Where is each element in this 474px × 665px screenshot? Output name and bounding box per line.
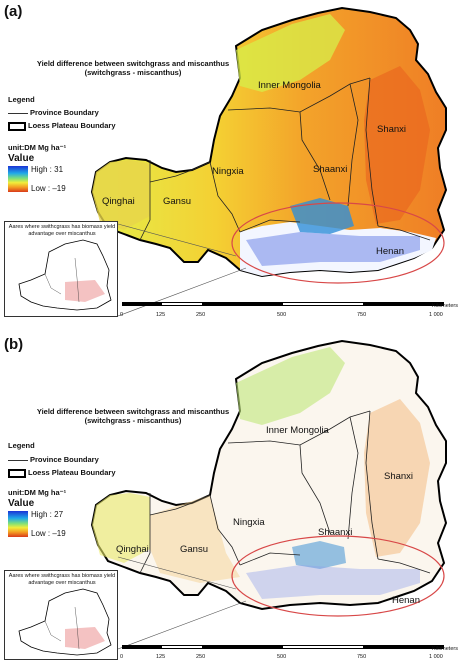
scale-tick-label: 0	[120, 654, 124, 660]
shanxi-region	[364, 66, 430, 224]
legend-loess-label: Loess Plateau Boundary	[28, 468, 116, 477]
unit-label: unit:DM Mg ha⁻¹	[8, 143, 67, 152]
label-gansu: Gansu	[163, 196, 191, 207]
scale-tick-label: 750	[357, 654, 367, 660]
yield-map	[90, 6, 448, 317]
panel-a: (a)	[0, 0, 474, 332]
scale-tick-label: 750	[357, 312, 367, 318]
inset-map: Aares where swithcgrass has biomass yiel…	[4, 221, 118, 317]
map-title-line2: (switchgrass - miscanthus)	[84, 416, 182, 425]
label-qinghai: Qinghai	[102, 196, 135, 207]
high-label: High : 27	[31, 510, 64, 519]
label-ningxia: Ningxia	[212, 166, 244, 177]
high-yield-speckle	[246, 232, 420, 266]
scale-tick-label: 125	[156, 654, 166, 660]
label-shanxi: Shanxi	[384, 471, 414, 482]
high-yield-core	[290, 198, 354, 234]
inset-outline	[18, 239, 112, 311]
scale-tick-label: 1 000	[429, 312, 443, 318]
west-region	[92, 493, 150, 563]
panel-letter: (a)	[4, 3, 23, 20]
callout-line	[117, 556, 237, 590]
label-shaanxi: Shaanxi	[313, 164, 348, 175]
scale-tick-label: 1 000	[429, 654, 443, 660]
inset-outline	[18, 588, 112, 656]
legend-province-row: Province Boundary	[8, 108, 99, 117]
map-title-line1: Yield difference between switchgrass and…	[36, 407, 230, 416]
legend-loess-label: Loess Plateau Boundary	[28, 121, 116, 130]
province-boundaries	[139, 77, 431, 241]
inset-caption: Aares where swithcgrass has biomass yiel…	[8, 573, 116, 586]
scale-tick-label: 0	[120, 312, 124, 318]
value-title: Value	[8, 498, 35, 509]
legend-title: Legend	[8, 95, 35, 104]
label-shaanxi: Shaanxi	[318, 527, 353, 538]
callout-line	[117, 600, 247, 650]
scale-tick-label: 250	[196, 312, 206, 318]
north-region	[236, 347, 345, 425]
panel-b: (b) Yield difference between sw	[0, 333, 474, 665]
label-ningxia: Ningxia	[233, 517, 265, 528]
scale-tick-label: 125	[156, 312, 166, 318]
west-region	[92, 160, 150, 230]
gansu-region	[150, 495, 240, 583]
yield-map	[90, 339, 448, 650]
unit-label: unit:DM Mg ha⁻¹	[8, 488, 67, 497]
high-yield-speckle	[246, 565, 420, 599]
low-label: Low : –19	[31, 529, 66, 538]
map-title-line2: (switchgrass - miscanthus)	[84, 68, 182, 77]
scale-bar	[122, 302, 444, 306]
panel-letter: (b)	[4, 336, 24, 353]
value-title: Value	[8, 153, 35, 164]
highlight-ellipse	[231, 202, 445, 284]
province-line-symbol	[8, 459, 28, 461]
inset-map: Aares where swithcgrass has biomass yiel…	[4, 570, 118, 660]
legend-title: Legend	[8, 441, 35, 450]
north-region	[236, 14, 345, 92]
label-gansu: Gansu	[180, 544, 208, 555]
loess-box-symbol	[8, 121, 26, 131]
scale-bar	[122, 645, 444, 649]
callout-line	[117, 223, 237, 257]
scale-unit: Kilometers	[432, 303, 458, 309]
scale-tick-label: 250	[196, 654, 206, 660]
color-ramp	[8, 511, 28, 537]
map-title: Yield difference between switchgrass and…	[8, 59, 258, 77]
callout-line	[117, 267, 247, 317]
province-boundaries	[139, 410, 431, 574]
label-inner-mongolia: Inner Mongolia	[266, 425, 329, 436]
loess-box-symbol	[8, 468, 26, 478]
legend-loess-row: Loess Plateau Boundary	[8, 121, 116, 131]
label-henan: Henan	[376, 246, 404, 257]
province-line-symbol	[8, 112, 28, 114]
legend-province-label: Province Boundary	[30, 455, 99, 464]
legend-province-label: Province Boundary	[30, 108, 99, 117]
high-yield-core	[292, 541, 346, 569]
color-ramp	[8, 166, 28, 192]
highlight-ellipse	[231, 535, 445, 617]
label-henan: Henan	[392, 595, 420, 606]
inset-caption: Aares where swithcgrass has biomass yiel…	[8, 224, 116, 237]
legend-loess-row: Loess Plateau Boundary	[8, 468, 116, 478]
scale-unit: Kilometers	[432, 646, 458, 652]
map-title: Yield difference between switchgrass and…	[8, 407, 258, 425]
loess-plateau-boundary	[90, 339, 448, 611]
low-label: Low : –19	[31, 184, 66, 193]
map-title-line1: Yield difference between switchgrass and…	[36, 59, 230, 68]
legend-province-row: Province Boundary	[8, 455, 99, 464]
label-qinghai: Qinghai	[116, 544, 149, 555]
label-shanxi: Shanxi	[377, 124, 407, 135]
shanxi-region	[364, 399, 430, 557]
high-label: High : 31	[31, 165, 64, 174]
scale-tick-label: 500	[277, 312, 287, 318]
label-inner-mongolia: Inner Mongolia	[258, 80, 321, 91]
scale-tick-label: 500	[277, 654, 287, 660]
